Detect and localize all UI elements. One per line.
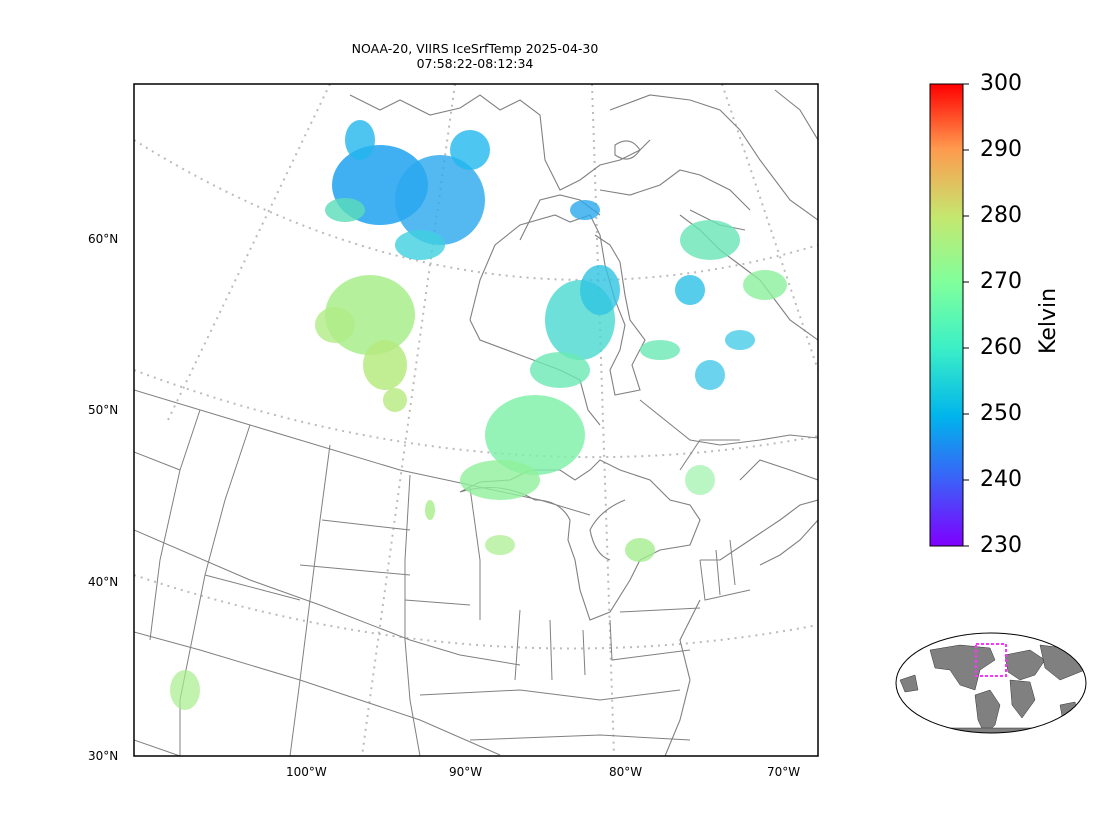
colorbar-tick-label: 280 — [980, 203, 1022, 228]
lat-label: 30°N — [88, 749, 119, 763]
colorbar — [929, 83, 969, 547]
colorbar-tick-label: 240 — [980, 467, 1022, 492]
temperature-pixels — [170, 120, 787, 710]
colorbar-tick-label: 270 — [980, 269, 1022, 294]
lon-label: 100°W — [286, 765, 327, 779]
political-boundaries — [134, 389, 751, 756]
lon-label: 80°W — [609, 765, 643, 779]
map-panel — [133, 83, 819, 757]
lat-label: 60°N — [88, 232, 119, 246]
lon-label: 90°W — [449, 765, 483, 779]
map-frame — [133, 83, 819, 757]
title-line-2: 07:58:22-08:12:34 — [416, 56, 534, 71]
chart-title: NOAA-20, VIIRS IceSrfTemp 2025-04-30 07:… — [300, 41, 650, 71]
lon-label: 70°W — [767, 765, 801, 779]
lat-label: 40°N — [88, 575, 119, 589]
colorbar-tick-label: 300 — [980, 71, 1022, 96]
colorbar-tick-label: 290 — [980, 137, 1022, 162]
title-line-1: NOAA-20, VIIRS IceSrfTemp 2025-04-30 — [351, 41, 599, 56]
colorbar-tick-label: 260 — [980, 335, 1022, 360]
inset-highlight-box — [975, 643, 1007, 677]
colorbar-tick-label: 230 — [980, 533, 1022, 558]
lat-label: 50°N — [88, 403, 119, 417]
colorbar-unit-label: Kelvin — [1036, 287, 1061, 354]
inset-globe — [895, 632, 1087, 734]
colorbar-tick-label: 250 — [980, 401, 1022, 426]
